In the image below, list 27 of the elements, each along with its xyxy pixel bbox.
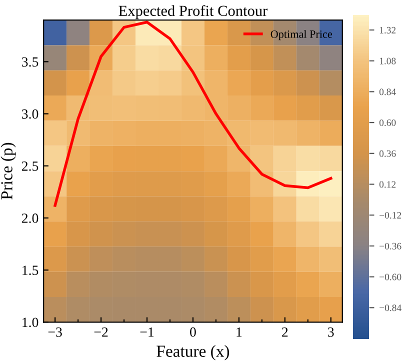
x-tick-label: −1 [140,327,154,337]
y-tick-label: 3.0 [22,109,38,119]
x-tick-label: 2 [282,327,288,337]
color-bar-label: 1.32 [380,26,396,34]
color-bar-label: 1.08 [380,58,396,64]
y-tick-label: 2.0 [22,214,38,223]
color-bar-label: −0.84 [380,304,402,312]
color-bar-label: −0.36 [380,242,402,250]
y-tick-label: 2.5 [22,161,38,171]
y-axis-title: Price (p) [0,142,16,200]
x-tick-label: −3 [48,327,62,337]
y-tick-label: 3.5 [22,57,38,67]
color-bar-label: 0.36 [379,150,396,157]
color-bar-label: 0.12 [379,181,396,188]
color-bar-label: 0.60 [379,119,396,126]
color-bar-label: −0.60 [380,274,402,280]
y-tick-label: 1.5 [22,266,38,276]
chart-title: Expected Profit Contour [118,5,268,20]
x-tick-label: 3 [328,327,334,337]
x-tick-label: −2 [94,327,108,337]
color-bar-label: −0.12 [380,212,402,219]
x-tick-label: 0 [190,327,196,337]
x-tick-label: 1 [236,327,242,337]
color-bar-label: 0.84 [379,88,396,96]
legend-label: Optimal Price [270,30,332,40]
y-tick-label: 1.0 [22,318,38,328]
x-axis-title: Feature (x) [156,345,230,360]
